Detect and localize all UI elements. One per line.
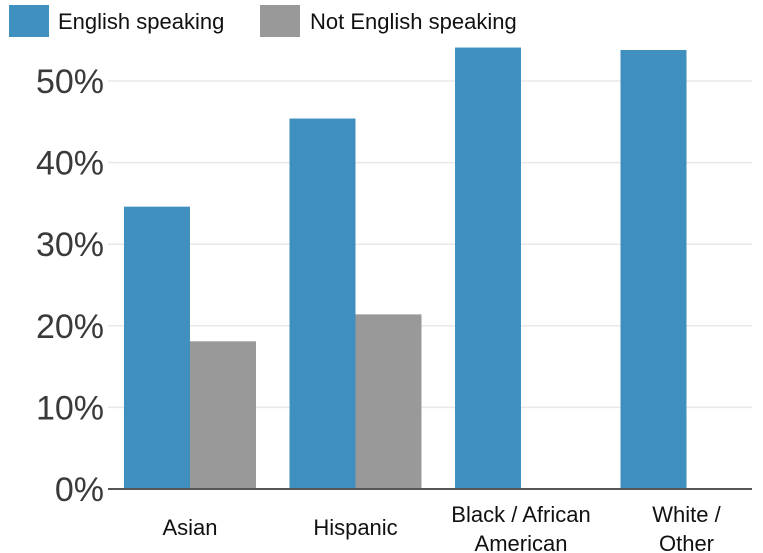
x-category-label: White / Other bbox=[652, 502, 721, 553]
bar-english-speaking-0 bbox=[124, 206, 190, 489]
legend-swatch bbox=[260, 5, 300, 37]
y-tick-label: 20% bbox=[36, 308, 104, 346]
bar-not-english-speaking-0 bbox=[190, 341, 256, 489]
x-category-label: Hispanic bbox=[313, 515, 397, 540]
y-tick-label: 40% bbox=[36, 145, 104, 183]
x-category-label: Black / African American bbox=[451, 502, 590, 553]
y-tick-label: 10% bbox=[36, 389, 104, 427]
y-axis-ticks: 0% 10% 20% 30% 40% 50% bbox=[36, 63, 104, 509]
legend-label: Not English speaking bbox=[310, 9, 517, 34]
legend: English speaking Not English speaking bbox=[9, 5, 517, 37]
bar-not-english-speaking-1 bbox=[355, 314, 422, 489]
legend-label: English speaking bbox=[58, 9, 224, 34]
bar-english-speaking-3 bbox=[620, 49, 687, 489]
legend-swatch bbox=[9, 5, 49, 37]
y-tick-label: 0% bbox=[55, 471, 104, 509]
bar-english-speaking-1 bbox=[289, 118, 356, 489]
bars bbox=[124, 47, 687, 489]
bar-english-speaking-2 bbox=[455, 47, 521, 489]
x-axis-labels: Asian Hispanic Black / African American Whit… bbox=[162, 502, 721, 553]
y-tick-label: 50% bbox=[36, 63, 104, 101]
x-category-label: Asian bbox=[162, 515, 217, 540]
y-tick-label: 30% bbox=[36, 226, 104, 264]
